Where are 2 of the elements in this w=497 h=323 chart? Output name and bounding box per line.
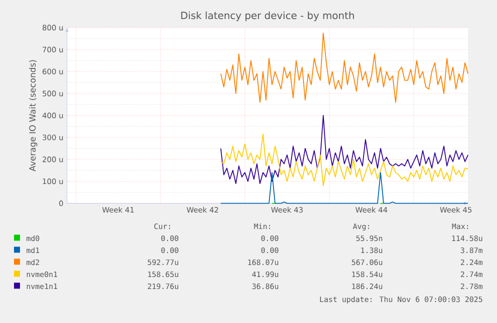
y-axis-title: Average IO Wait (seconds) xyxy=(29,60,38,172)
chart-title: Disk latency per device - by month xyxy=(181,11,354,22)
